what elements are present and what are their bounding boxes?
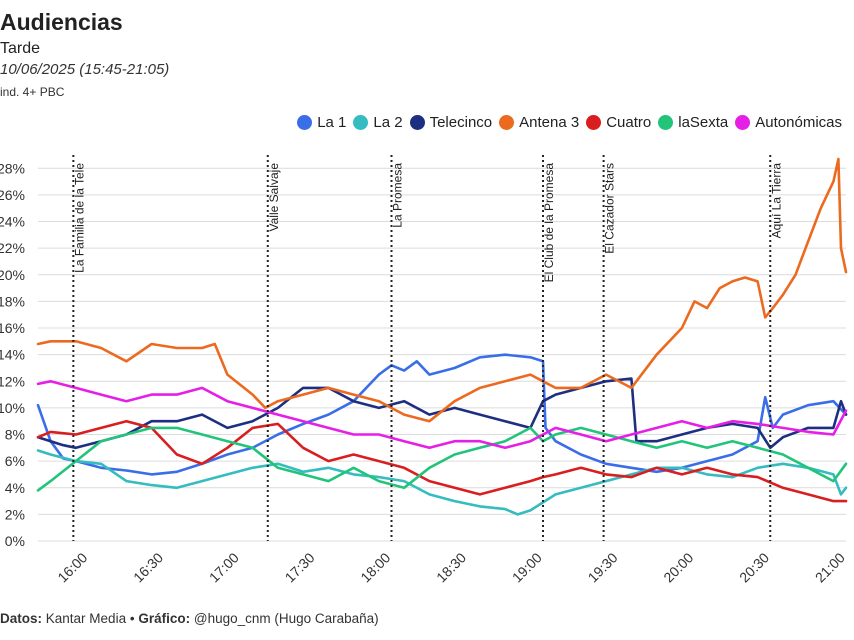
y-tick-label: 26% xyxy=(0,187,25,203)
credit-label: Gráfico: xyxy=(138,611,191,626)
series-line-antena-3 xyxy=(36,157,848,423)
legend-swatch xyxy=(409,115,425,130)
series-line-lasexta xyxy=(36,426,848,492)
legend-item: Cuatro xyxy=(586,114,651,131)
x-tick-label: 17:00 xyxy=(206,549,242,585)
x-tick-label: 16:00 xyxy=(54,549,90,585)
line-chart: 0% 2% 4% 6% 8% 10% 12% 14% 16% 18% 20% 22% 24% 26% 28%… xyxy=(0,155,848,586)
y-tick-label: 0% xyxy=(5,533,25,549)
legend-swatch xyxy=(353,115,369,130)
y-tick-label: 2% xyxy=(5,506,25,522)
x-tick-label: 19:00 xyxy=(509,549,545,585)
credit-value: @hugo_cnm (Hugo Carabaña) xyxy=(193,611,379,626)
x-tick-label: 16:30 xyxy=(130,549,166,585)
y-tick-label: 14% xyxy=(0,347,25,363)
x-tick-label: 17:30 xyxy=(282,549,318,585)
x-tick-label: 19:30 xyxy=(585,549,621,585)
date-range: 10/06/2025 (15:45-21:05) xyxy=(0,61,170,78)
y-tick-label: 6% xyxy=(5,453,25,469)
legend-label: Autonómicas xyxy=(755,114,842,131)
annotation-label: Aquí La Tierra xyxy=(769,163,783,239)
footer-credits: Datos: Kantar Media • Gráfico: @hugo_cnm… xyxy=(0,611,379,626)
series-line-telecinco xyxy=(36,377,848,450)
chart-subtitle: Tarde xyxy=(0,40,41,57)
y-tick-label: 28% xyxy=(0,160,25,176)
footer-separator: • xyxy=(129,611,135,626)
x-tick-label: 21:00 xyxy=(812,549,848,585)
y-tick-label: 20% xyxy=(0,267,25,283)
legend-item: laSexta xyxy=(658,114,728,131)
legend-label: La 1 xyxy=(317,114,347,131)
chart-title: Audiencias xyxy=(0,9,123,35)
x-tick-label: 18:00 xyxy=(357,549,393,585)
audience-note: ind. 4+ PBC xyxy=(0,85,65,99)
series-line-la-1 xyxy=(36,353,848,476)
legend-swatch xyxy=(658,115,674,130)
legend-label: Cuatro xyxy=(606,114,652,131)
legend-swatch xyxy=(297,115,313,130)
series-line-auton-micas xyxy=(36,380,848,450)
legend-swatch xyxy=(586,115,602,130)
y-tick-label: 4% xyxy=(5,480,25,496)
series-line-cuatro xyxy=(36,419,848,503)
annotation-label: La Promesa xyxy=(391,163,405,228)
legend-label: La 2 xyxy=(373,114,403,131)
y-tick-label: 12% xyxy=(0,373,25,389)
legend-item: Telecinco xyxy=(409,114,493,131)
source-value: Kantar Media xyxy=(45,611,127,626)
legend-item: La 2 xyxy=(353,114,403,131)
legend-label: laSexta xyxy=(678,114,729,131)
y-tick-label: 16% xyxy=(0,320,25,336)
annotation-label: El Cazador Stars xyxy=(603,163,617,254)
x-tick-label: 20:30 xyxy=(736,549,772,585)
y-tick-label: 24% xyxy=(0,214,25,230)
legend-label: Telecinco xyxy=(429,114,493,131)
annotation-label: El Club de la Promesa xyxy=(542,163,556,283)
y-tick-label: 8% xyxy=(5,427,25,443)
legend-swatch xyxy=(735,115,751,130)
annotation-label: La Familia de la Tele xyxy=(72,163,86,273)
legend-item: Antena 3 xyxy=(499,114,579,131)
x-tick-label: 18:30 xyxy=(433,549,469,585)
legend-item: Autonómicas xyxy=(735,114,842,131)
legend-swatch xyxy=(499,115,515,130)
y-tick-label: 10% xyxy=(0,400,25,416)
source-label: Datos: xyxy=(0,611,43,626)
annotation-label: Valle Salvaje xyxy=(267,163,281,232)
y-tick-label: 22% xyxy=(0,240,25,256)
y-tick-label: 18% xyxy=(0,293,25,309)
x-tick-label: 20:00 xyxy=(660,549,696,585)
legend-item: La 1 xyxy=(297,114,346,131)
chart-legend: La 1 La 2 Telecinco Antena 3 Cuatro laSexta Au… xyxy=(290,114,842,131)
legend-label: Antena 3 xyxy=(519,114,580,131)
